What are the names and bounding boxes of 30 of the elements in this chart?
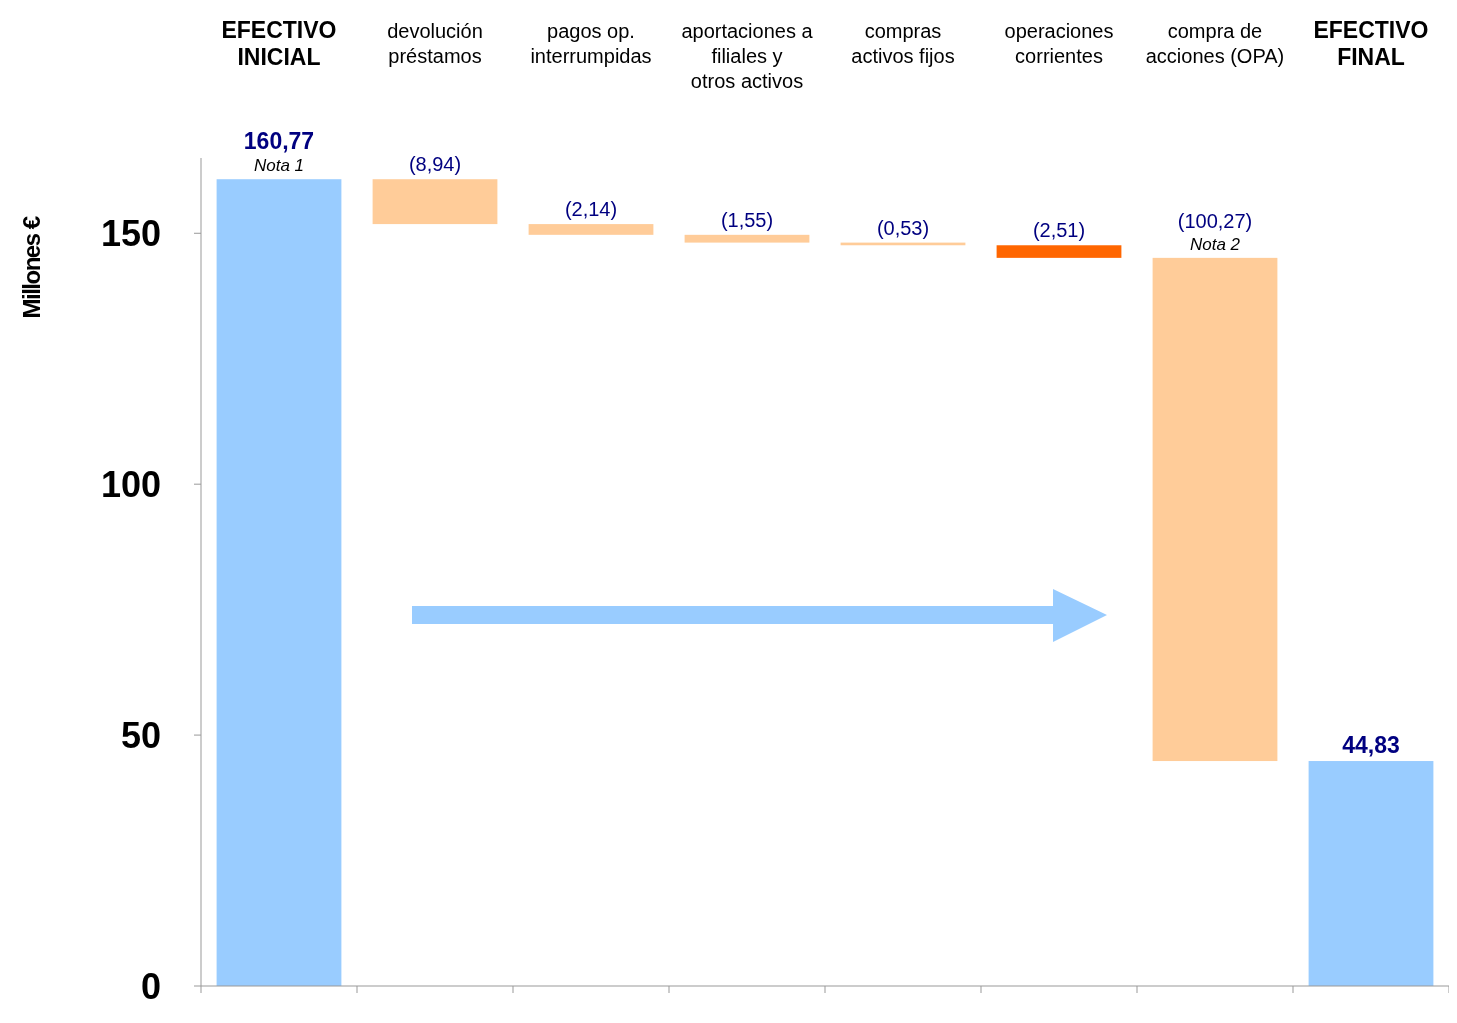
x-tick-label: operaciones corrientes xyxy=(1004,20,1114,67)
x-tick-label: EFECTIVO FINAL xyxy=(1313,17,1429,70)
data-label: 160,77 xyxy=(243,128,315,155)
y-axis-title: Millones € xyxy=(18,216,45,319)
data-label: 44,83 xyxy=(1342,732,1400,759)
annotation: Nota 1 xyxy=(253,156,305,176)
bar xyxy=(1308,761,1434,986)
data-label: (100,27) xyxy=(1177,209,1253,232)
x-tick-label: compras activos fijos xyxy=(851,20,955,67)
y-tick-label: 0 xyxy=(140,965,161,1007)
y-tick-label: 50 xyxy=(120,714,161,756)
x-tick-label: compra de acciones (OPA) xyxy=(1145,20,1285,67)
x-tick-label: devolución préstamos xyxy=(387,20,483,67)
annotation: Nota 2 xyxy=(1189,234,1241,254)
y-tick-label: 150 xyxy=(100,212,161,254)
x-tick-label: aportaciones a filiales y otros activos xyxy=(681,20,814,92)
data-label: (8,94) xyxy=(408,153,462,176)
data-label: (2,14) xyxy=(564,198,618,221)
bar xyxy=(216,179,342,986)
data-label: (2,51) xyxy=(1032,219,1086,242)
bar xyxy=(372,179,498,225)
bar xyxy=(684,234,810,243)
y-tick-label: 100 xyxy=(100,463,161,505)
bar xyxy=(996,245,1122,258)
bar xyxy=(1152,257,1278,762)
bar xyxy=(528,224,654,235)
data-label: (0,53) xyxy=(876,216,930,239)
x-tick-label: EFECTIVO INICIAL xyxy=(221,17,337,70)
x-tick-label: pagos op. interrumpidas xyxy=(530,20,652,67)
data-label: (1,55) xyxy=(720,208,774,231)
